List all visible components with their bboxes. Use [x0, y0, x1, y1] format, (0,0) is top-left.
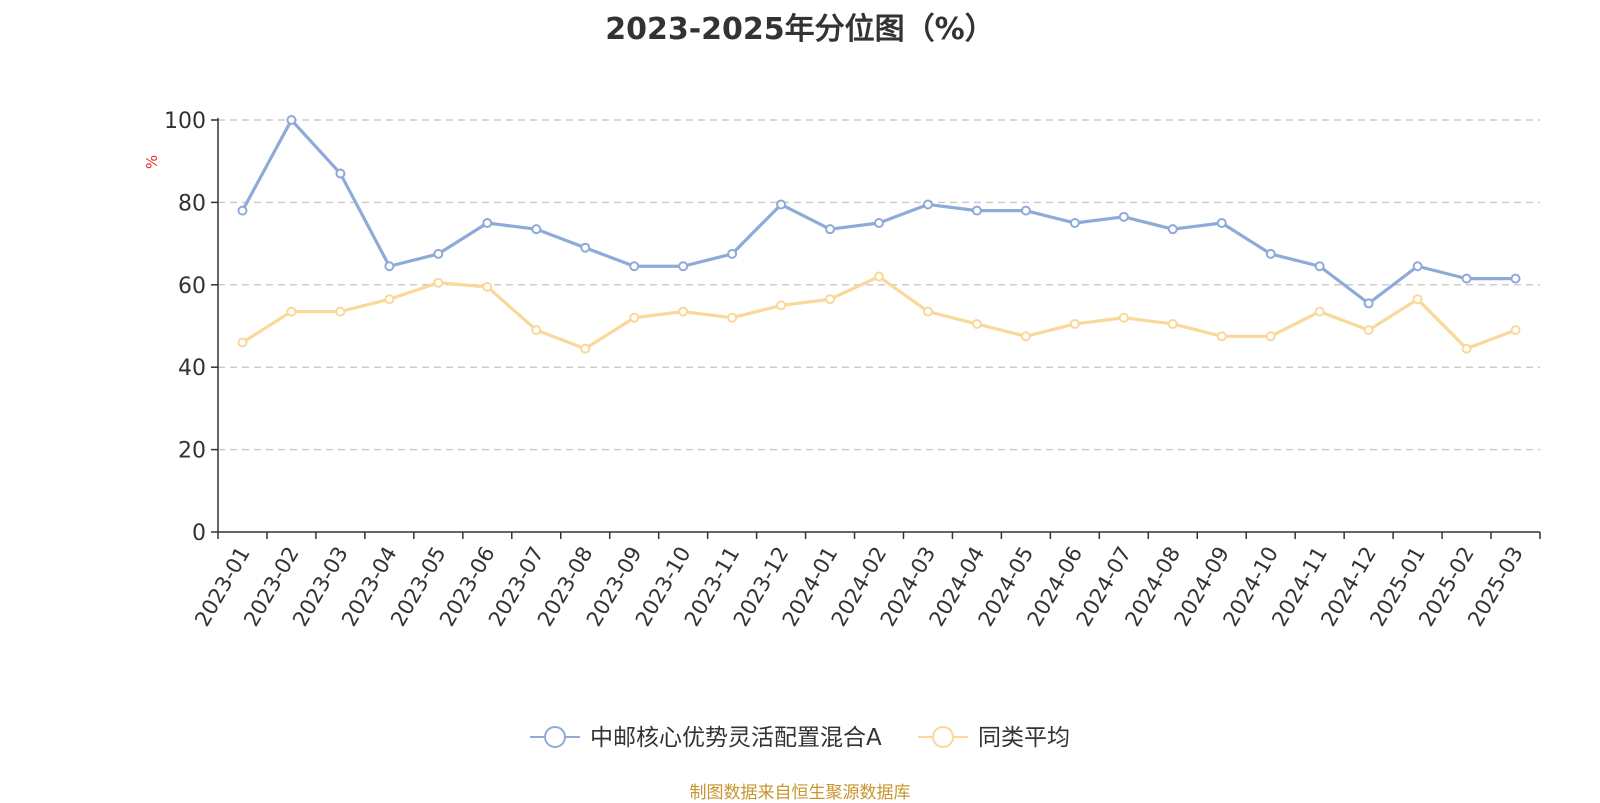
data-point	[1216, 331, 1227, 342]
y-tick-label: 20	[178, 439, 206, 464]
data-point	[1363, 325, 1374, 336]
legend-label-0: 中邮核心优势灵活配置混合A	[590, 725, 882, 751]
data-point	[1020, 331, 1031, 342]
data-point	[776, 199, 787, 210]
data-point	[482, 218, 493, 228]
data-point	[1069, 218, 1080, 228]
data-point	[1265, 248, 1276, 259]
data-point	[1069, 318, 1080, 329]
data-point	[727, 312, 738, 323]
series-line-1	[241, 274, 1517, 351]
data-point	[433, 277, 444, 288]
data-point	[1167, 224, 1178, 235]
data-point	[678, 261, 689, 272]
data-point	[922, 306, 933, 317]
data-point	[482, 281, 493, 292]
data-point	[678, 306, 689, 317]
legend-marker-1	[932, 726, 954, 748]
data-point	[874, 218, 884, 228]
data-point	[874, 271, 884, 282]
data-point	[1020, 205, 1031, 216]
data-point	[629, 261, 640, 272]
data-point	[531, 224, 542, 235]
data-point	[335, 306, 346, 317]
legend-label-1: 同类平均	[978, 725, 1070, 751]
data-point	[629, 312, 640, 323]
data-point	[1314, 306, 1325, 317]
source-note: 制图数据来自恒生聚源数据库	[689, 783, 911, 803]
data-point	[335, 168, 346, 179]
data-point	[825, 294, 836, 305]
data-point	[971, 205, 982, 216]
data-point	[433, 248, 444, 259]
data-point	[1363, 298, 1374, 309]
data-point	[384, 294, 395, 305]
data-point	[1167, 318, 1178, 329]
data-point	[1412, 261, 1423, 272]
data-point	[825, 224, 836, 235]
data-point	[727, 248, 738, 259]
data-point	[922, 199, 933, 210]
chart-title: 2023-2025年分位图（%）	[605, 12, 995, 47]
series-lines	[237, 115, 1521, 354]
axes: 0204060801002023-012023-022023-032023-04…	[164, 109, 1541, 630]
legend: 中邮核心优势灵活配置混合A 同类平均	[530, 725, 1070, 751]
data-point	[1461, 273, 1472, 284]
data-point	[237, 205, 248, 216]
y-tick-label: 80	[178, 191, 206, 216]
data-point	[384, 261, 395, 272]
data-point	[531, 325, 542, 336]
y-tick-label: 60	[178, 274, 206, 299]
y-tick-label: 40	[178, 356, 206, 381]
y-tick-label: 100	[164, 109, 206, 134]
data-point	[776, 300, 787, 311]
y-axis-label: %	[143, 155, 161, 169]
data-point	[580, 343, 591, 354]
data-point	[1412, 294, 1423, 305]
data-point	[1510, 273, 1521, 284]
legend-marker-0	[544, 726, 566, 748]
data-point	[1118, 211, 1129, 222]
data-point	[1216, 218, 1227, 228]
data-point	[971, 318, 982, 329]
data-point	[1118, 312, 1129, 323]
data-point	[237, 337, 248, 348]
data-point	[1265, 331, 1276, 342]
y-tick-label: 0	[192, 521, 206, 546]
data-point	[1510, 325, 1521, 336]
data-point	[1461, 343, 1472, 354]
data-point	[286, 115, 297, 125]
data-point	[286, 306, 297, 317]
data-point	[1314, 261, 1325, 272]
data-point	[580, 242, 591, 253]
